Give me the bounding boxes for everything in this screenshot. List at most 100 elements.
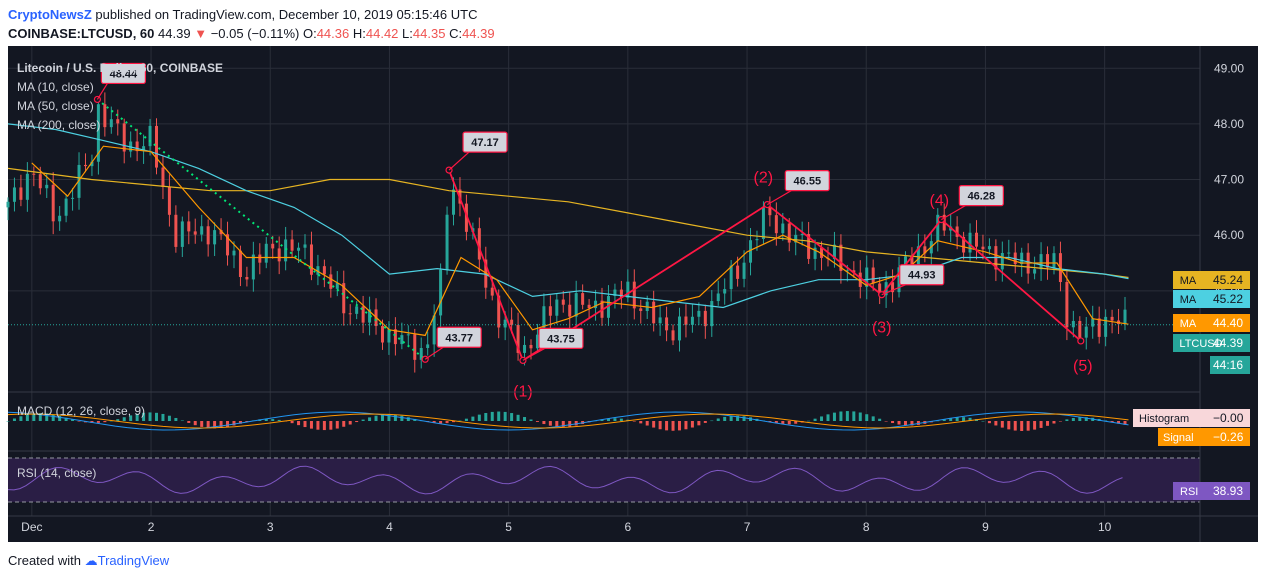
macd-histogram-bar — [826, 414, 830, 421]
macd-histogram-bar — [32, 413, 36, 421]
candle-down — [490, 287, 494, 296]
macd-histogram-bar — [1071, 417, 1075, 421]
tradingview-logo-icon[interactable]: ☁ — [84, 553, 98, 568]
macd-histogram-bar — [1020, 421, 1024, 431]
macd-histogram-bar — [219, 421, 223, 428]
ltcusd-tag-bg — [1173, 334, 1229, 352]
candle-down — [277, 248, 281, 262]
macd-histogram-bar — [645, 421, 649, 426]
callout-label: 43.77 — [445, 332, 473, 344]
macd-histogram-bar — [1013, 421, 1017, 431]
macd-histogram-bar — [116, 419, 120, 421]
macd-histogram-bar — [529, 419, 533, 421]
macd-histogram-bar — [1000, 421, 1004, 428]
ma50-tag-bg — [1173, 290, 1203, 308]
rsi-value: 38.93 — [1213, 484, 1243, 498]
macd-histogram-bar — [916, 421, 920, 425]
macd-histogram-bar — [832, 412, 836, 421]
candle-down — [464, 203, 468, 232]
signal-value: −0.26 — [1213, 430, 1244, 444]
ma50-legend[interactable]: MA (50, close) — [17, 99, 94, 113]
candle-down — [206, 226, 210, 245]
candle-up — [77, 164, 81, 198]
callout-box — [538, 327, 584, 349]
macd-histogram-bar — [936, 420, 940, 422]
candle-up — [6, 201, 10, 208]
macd-histogram-bar — [464, 418, 468, 421]
macd-histogram-bar — [387, 414, 391, 421]
macd-histogram-bar — [103, 421, 107, 423]
signal-tag-label: Signal — [1163, 432, 1194, 444]
ltcusd-tag-label: LTCUSD — [1179, 338, 1222, 350]
ma200-tag-bg — [1173, 271, 1203, 289]
macd-histogram-bar — [445, 421, 449, 424]
macd-histogram-bar — [374, 415, 378, 421]
callout-label: 47.17 — [471, 137, 499, 149]
macd-legend[interactable]: MACD (12, 26, close, 9) — [17, 404, 145, 418]
ma50-value: 45.22 — [1213, 292, 1243, 306]
macd-histogram-bar — [316, 421, 320, 430]
macd-histogram-bar — [497, 411, 501, 421]
macd-histogram-bar — [155, 412, 159, 421]
candle-down — [510, 319, 514, 326]
candle-down — [1097, 318, 1101, 337]
candle-down — [497, 295, 501, 328]
candle-up — [426, 344, 430, 349]
candle-down — [38, 174, 42, 189]
candle-down — [820, 247, 824, 258]
macd-histogram-bar — [716, 418, 720, 421]
macd-histogram-bar — [1084, 417, 1088, 421]
macd-histogram-bar — [839, 411, 843, 421]
macd-histogram-bar — [742, 416, 746, 421]
candle-up — [355, 306, 359, 314]
callout-box — [784, 169, 830, 192]
macd-line — [7, 411, 1129, 431]
candle-down — [32, 173, 36, 175]
macd-histogram-bar — [1039, 421, 1043, 428]
macd-histogram-bar — [813, 418, 817, 421]
candle-up — [1033, 269, 1037, 274]
symbol: COINBASE:LTCUSD, 60 — [8, 26, 155, 41]
candle-down — [587, 304, 591, 309]
macd-histogram-bar — [206, 421, 210, 428]
macd-histogram-bar — [58, 415, 62, 421]
macd-histogram-bar — [962, 417, 966, 421]
macd-histogram-bar — [955, 417, 959, 421]
candle-up — [142, 146, 146, 152]
candle-down — [187, 221, 191, 232]
macd-histogram-bar — [406, 417, 410, 421]
ma10-legend[interactable]: MA (10, close) — [17, 80, 94, 94]
ma10-value-bg — [1203, 314, 1250, 332]
macd-histogram-bar — [878, 418, 882, 421]
candle-up — [445, 214, 449, 270]
candle-down — [839, 244, 843, 271]
macd-histogram-bar — [19, 416, 23, 421]
macd-histogram-bar — [322, 421, 326, 431]
wave-label: (5) — [1073, 358, 1093, 375]
macd-histogram-bar — [852, 411, 856, 421]
rsi-legend[interactable]: RSI (14, close) — [17, 466, 96, 480]
macd-histogram-bar — [1046, 421, 1050, 426]
macd-histogram-bar — [987, 421, 991, 424]
candle-up — [232, 250, 236, 256]
signal-tag-bg — [1158, 428, 1250, 446]
candle-down — [1065, 282, 1069, 328]
candle-up — [555, 299, 559, 316]
candle-down — [103, 104, 107, 128]
macd-histogram-bar — [510, 413, 514, 421]
histogram-tag-label: Histogram — [1139, 413, 1189, 425]
author-link[interactable]: CryptoNewsZ — [8, 7, 92, 22]
candle-down — [516, 325, 520, 353]
candle-down — [219, 230, 223, 235]
macd-histogram-bar — [297, 421, 301, 426]
callout-pointer — [767, 190, 792, 206]
ma200-legend[interactable]: MA (200, close) — [17, 118, 100, 132]
x-tick-label: 10 — [1098, 520, 1112, 534]
tradingview-brand[interactable]: TradingView — [97, 553, 170, 568]
macd-histogram-bar — [129, 415, 133, 421]
rsi-tag-bg — [1173, 482, 1250, 500]
macd-histogram-bar — [690, 421, 694, 428]
macd-histogram-bar — [1110, 421, 1114, 423]
